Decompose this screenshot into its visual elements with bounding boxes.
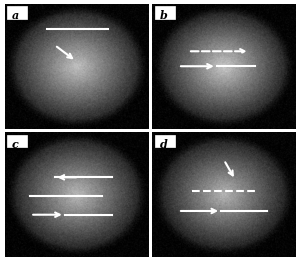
Text: c: c bbox=[12, 139, 18, 150]
Bar bbox=[155, 7, 175, 19]
Bar bbox=[8, 7, 27, 19]
Bar bbox=[8, 135, 27, 147]
Text: a: a bbox=[12, 10, 19, 21]
Text: d: d bbox=[159, 139, 167, 150]
Bar bbox=[155, 135, 175, 147]
Text: b: b bbox=[159, 10, 167, 21]
